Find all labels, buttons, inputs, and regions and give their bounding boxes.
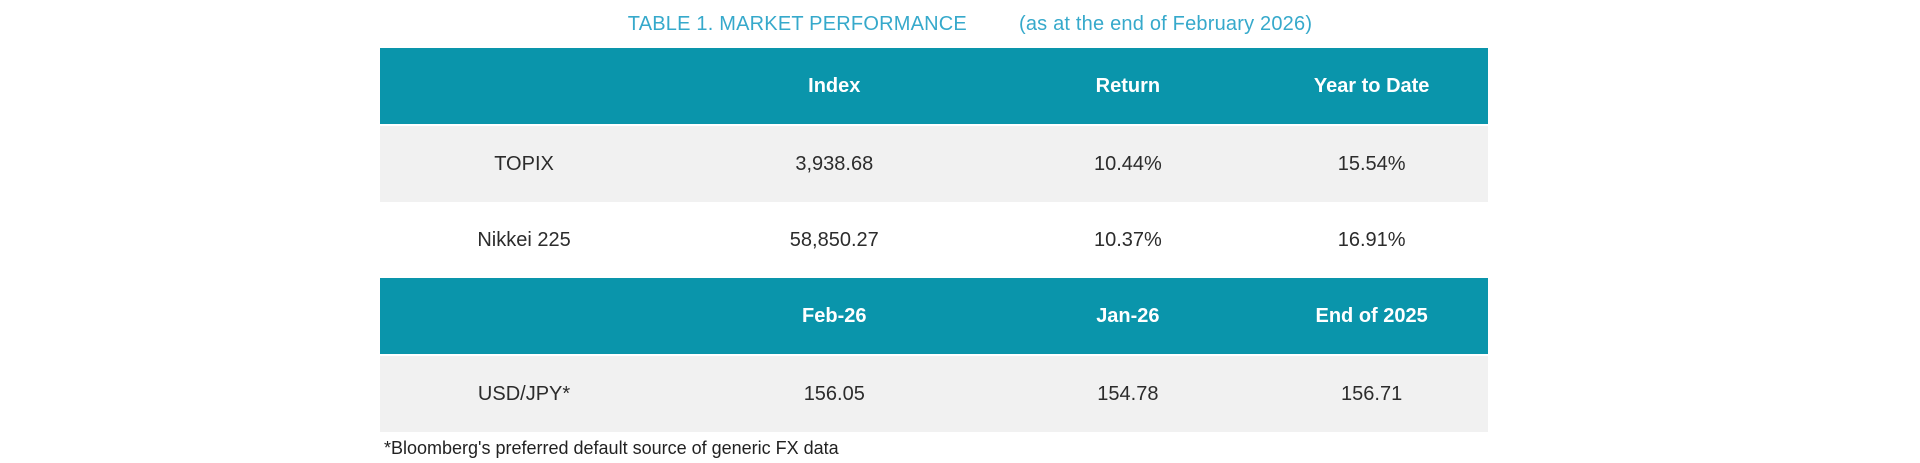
header-cell-jan-26: Jan-26 xyxy=(1096,304,1160,327)
usdjpy-end-of-2025-value: 156.71 xyxy=(1341,382,1403,405)
nikkei-ytd-value: 16.91% xyxy=(1337,228,1406,251)
nikkei-return-value: 10.37% xyxy=(1093,228,1162,251)
row-label-topix: TOPIX xyxy=(494,152,554,175)
table-row-usdjpy: USD/JPY* 156.05 154.78 156.71 xyxy=(380,356,1488,432)
topix-index-value: 3,938.68 xyxy=(795,152,874,175)
row-label-nikkei-225: Nikkei 225 xyxy=(477,228,571,251)
market-performance-table: Index Return Year to Date TOPIX 3,938.68… xyxy=(380,48,1488,432)
header-cell-end-of-2025: End of 2025 xyxy=(1315,304,1428,327)
index-header-row: Index Return Year to Date xyxy=(380,48,1488,126)
table-title-main: TABLE 1. MARKET PERFORMANCE xyxy=(627,12,967,35)
table-row-topix: TOPIX 3,938.68 10.44% 15.54% xyxy=(380,126,1488,202)
header-cell-return: Return xyxy=(1095,74,1161,97)
fx-source-footnote: *Bloomberg's preferred default source of… xyxy=(384,438,839,458)
table-row-nikkei-225: Nikkei 225 58,850.27 10.37% 16.91% xyxy=(380,202,1488,278)
table-title-date-note: (as at the end of February 2026) xyxy=(1018,12,1313,35)
usdjpy-jan-26-value: 154.78 xyxy=(1097,382,1159,405)
usdjpy-feb-26-value: 156.05 xyxy=(803,382,865,405)
topix-return-value: 10.44% xyxy=(1093,152,1162,175)
table-title: TABLE 1. MARKET PERFORMANCE (as at the e… xyxy=(416,0,1524,48)
fx-header-row: Feb-26 Jan-26 End of 2025 xyxy=(380,278,1488,356)
topix-ytd-value: 15.54% xyxy=(1337,152,1406,175)
market-performance-section: TABLE 1. MARKET PERFORMANCE (as at the e… xyxy=(380,0,1488,459)
nikkei-index-value: 58,850.27 xyxy=(789,228,879,251)
header-cell-year-to-date: Year to Date xyxy=(1313,74,1430,97)
header-cell-index: Index xyxy=(808,74,861,97)
header-cell-feb-26: Feb-26 xyxy=(802,304,867,327)
row-label-usdjpy: USD/JPY* xyxy=(477,382,571,405)
